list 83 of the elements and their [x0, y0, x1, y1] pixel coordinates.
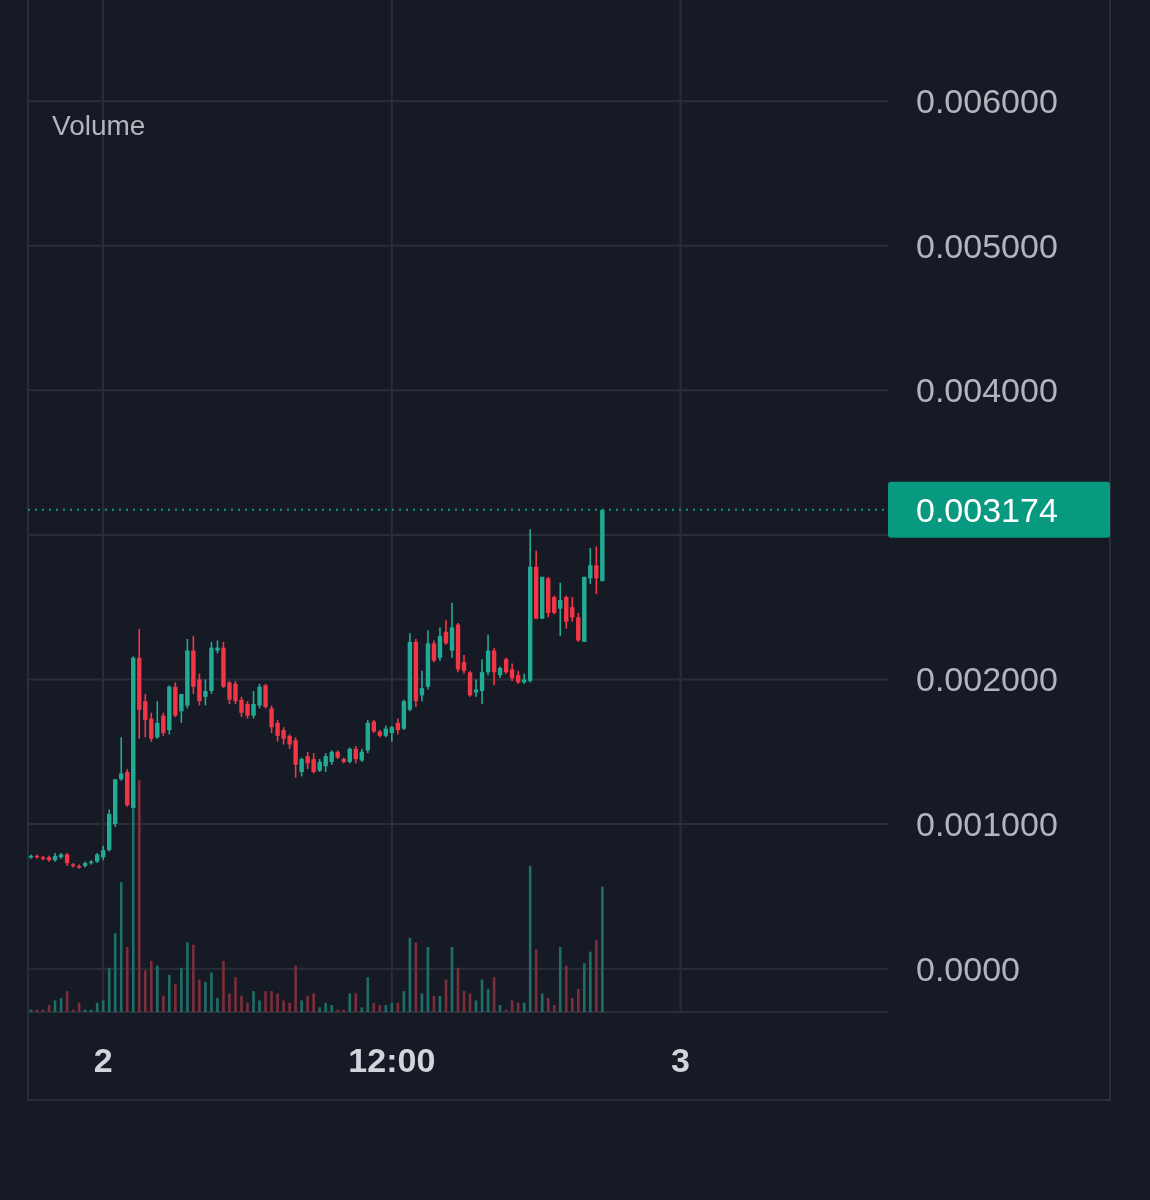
bar — [330, 1005, 334, 1012]
candlestick — [437, 626, 443, 662]
bar — [156, 965, 159, 1012]
candlestick — [143, 693, 148, 739]
bar — [210, 972, 213, 1012]
candlestick — [552, 594, 557, 616]
bar — [595, 940, 598, 1012]
bar — [300, 1000, 303, 1012]
bar — [360, 1007, 364, 1012]
bar — [264, 991, 267, 1012]
bar — [168, 974, 171, 1012]
bar — [336, 1009, 340, 1012]
bar — [204, 981, 207, 1012]
bar — [601, 886, 604, 1012]
y-tick-label: 0.0000 — [916, 949, 1020, 988]
bar — [312, 993, 315, 1012]
bar — [258, 1000, 261, 1012]
y-tick-label: 0.004000 — [916, 371, 1058, 410]
bar — [342, 1009, 346, 1012]
bar — [162, 995, 165, 1012]
x-tick-label: 2 — [93, 1041, 113, 1079]
bar — [366, 977, 370, 1012]
bar — [131, 807, 135, 1012]
bar — [228, 993, 231, 1012]
bar — [192, 944, 195, 1012]
bar — [222, 960, 225, 1012]
bar — [113, 933, 117, 1012]
candlestick — [119, 736, 124, 782]
bar — [282, 1000, 285, 1012]
bar — [149, 960, 153, 1012]
candlestick — [461, 654, 467, 675]
bar — [119, 882, 123, 1012]
bar — [318, 1007, 321, 1012]
bar — [576, 988, 580, 1012]
bar — [198, 979, 201, 1012]
y-tick-label: 0.006000 — [916, 82, 1058, 121]
bar — [174, 984, 177, 1012]
bar — [234, 977, 237, 1012]
candlestick — [588, 547, 593, 585]
candlestick — [467, 670, 473, 698]
y-tick-label: 0.005000 — [916, 226, 1058, 265]
bar — [564, 965, 568, 1012]
bar — [348, 993, 352, 1012]
x-tick-label: 12:00 — [348, 1041, 436, 1079]
bar — [180, 967, 183, 1012]
ref-line-label: 0.003174 — [916, 490, 1058, 529]
candlestick — [479, 658, 485, 705]
candlestick — [161, 711, 166, 737]
candlestick — [155, 700, 160, 740]
bar — [558, 947, 562, 1012]
bar — [246, 1002, 249, 1012]
candlestick — [263, 683, 268, 710]
candlestick — [431, 639, 437, 663]
bar — [306, 995, 309, 1012]
bar — [252, 991, 255, 1012]
bar — [288, 1002, 291, 1012]
bar — [582, 963, 586, 1012]
bar — [186, 942, 189, 1012]
candlestick — [449, 602, 455, 659]
candlestick — [149, 711, 154, 743]
bar — [354, 993, 358, 1012]
bar — [240, 995, 243, 1012]
bar — [143, 970, 147, 1012]
candlestick — [576, 612, 581, 643]
y-tick-label: 0.002000 — [916, 660, 1058, 699]
bar — [552, 1005, 556, 1012]
candlestick — [299, 756, 304, 778]
bar — [589, 951, 592, 1012]
candlestick — [558, 581, 563, 637]
candlestick — [203, 678, 208, 707]
candlestick — [594, 545, 599, 595]
bar — [546, 998, 550, 1012]
bar — [570, 998, 574, 1012]
bar — [294, 965, 297, 1012]
bar — [137, 780, 141, 1012]
bar — [276, 993, 279, 1012]
bar — [270, 991, 273, 1012]
x-tick-label: 3 — [671, 1041, 690, 1079]
chart-title: Volume — [52, 110, 146, 141]
y-tick-label: 0.001000 — [916, 804, 1058, 843]
bar — [324, 1002, 327, 1012]
bar — [125, 947, 129, 1012]
bar — [216, 998, 219, 1012]
